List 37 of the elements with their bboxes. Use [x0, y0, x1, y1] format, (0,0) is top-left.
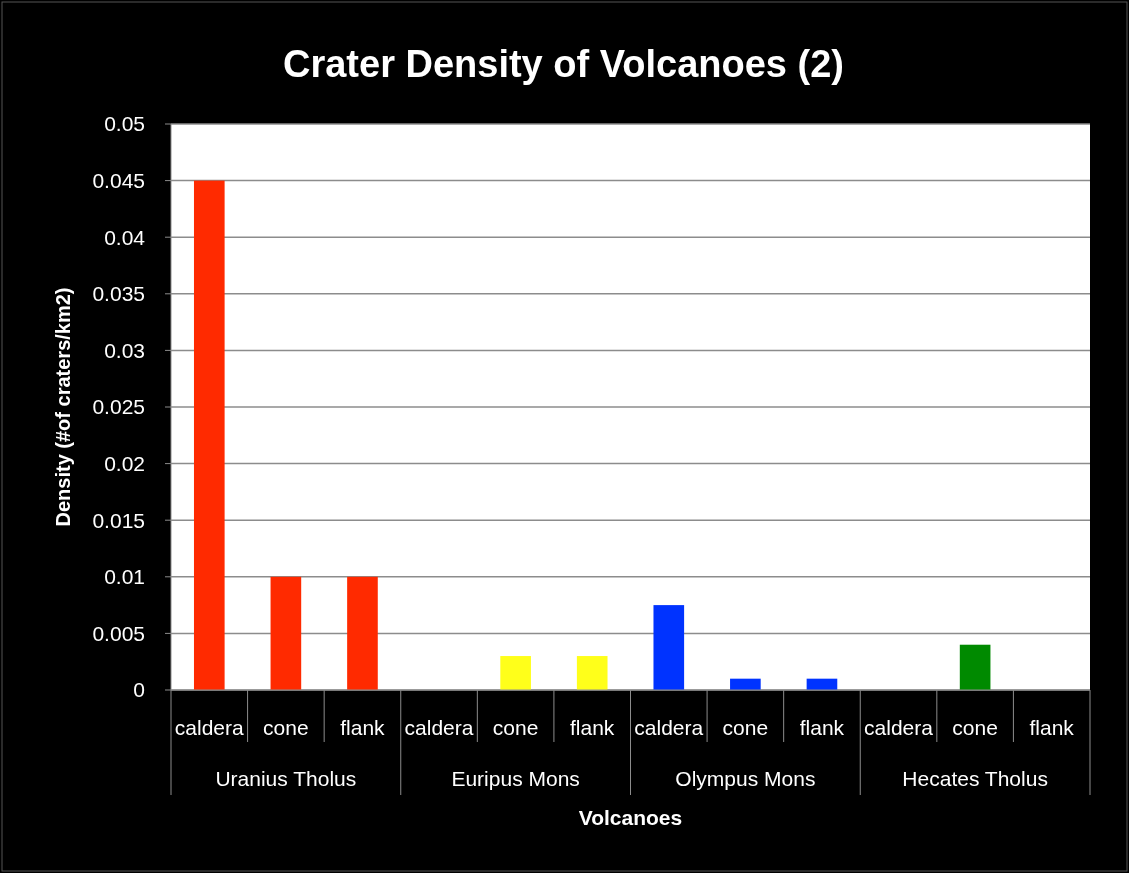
- y-tick-label: 0.04: [104, 225, 146, 249]
- x-tick-label: cone: [722, 716, 769, 739]
- bar: [500, 656, 531, 690]
- y-tick-label: 0.03: [104, 338, 145, 362]
- text: Hecates Tholus: [902, 767, 1048, 790]
- x-tick-label: cone: [492, 716, 539, 739]
- bar: [576, 656, 608, 690]
- bar: [270, 576, 302, 690]
- bar: [959, 644, 991, 690]
- x-axis-title: Volcanoes: [578, 806, 683, 829]
- chart-title: Crater Density of Volcanoes (2): [282, 43, 845, 85]
- x-tick-label: flank: [570, 716, 615, 739]
- x-tick-label: caldera: [864, 716, 934, 739]
- y-tick-label: 0: [133, 678, 145, 702]
- y-tick-label: 0.015: [92, 508, 145, 532]
- x-tick-label: caldera: [174, 716, 245, 739]
- bar: [193, 180, 225, 690]
- x-tick-label: cone: [263, 716, 309, 739]
- x-tick-label: flank: [1029, 716, 1075, 739]
- bar: [653, 605, 685, 690]
- x-tick-label: flank: [799, 716, 845, 739]
- x-tick-label: cone: [952, 716, 998, 739]
- y-tick-label: 0.02: [104, 451, 145, 475]
- text: Olympus Mons: [675, 767, 816, 790]
- y-tick-label: 0.045: [92, 168, 145, 192]
- y-tick-label: 0.05: [104, 112, 145, 136]
- bar: [347, 576, 378, 690]
- y-tick-label: 0.01: [104, 565, 145, 589]
- text: Euripus Mons: [451, 767, 580, 790]
- y-tick-label: 0.035: [92, 282, 145, 306]
- y-axis-title: Density (#of craters/km2): [52, 287, 74, 527]
- text: Uranius Tholus: [215, 767, 357, 790]
- y-tick-label: 0.005: [92, 621, 145, 645]
- x-tick-label: caldera: [634, 716, 704, 739]
- y-tick-label: 0.025: [92, 395, 145, 419]
- x-tick-label: flank: [340, 716, 386, 739]
- x-tick-label: caldera: [404, 716, 474, 739]
